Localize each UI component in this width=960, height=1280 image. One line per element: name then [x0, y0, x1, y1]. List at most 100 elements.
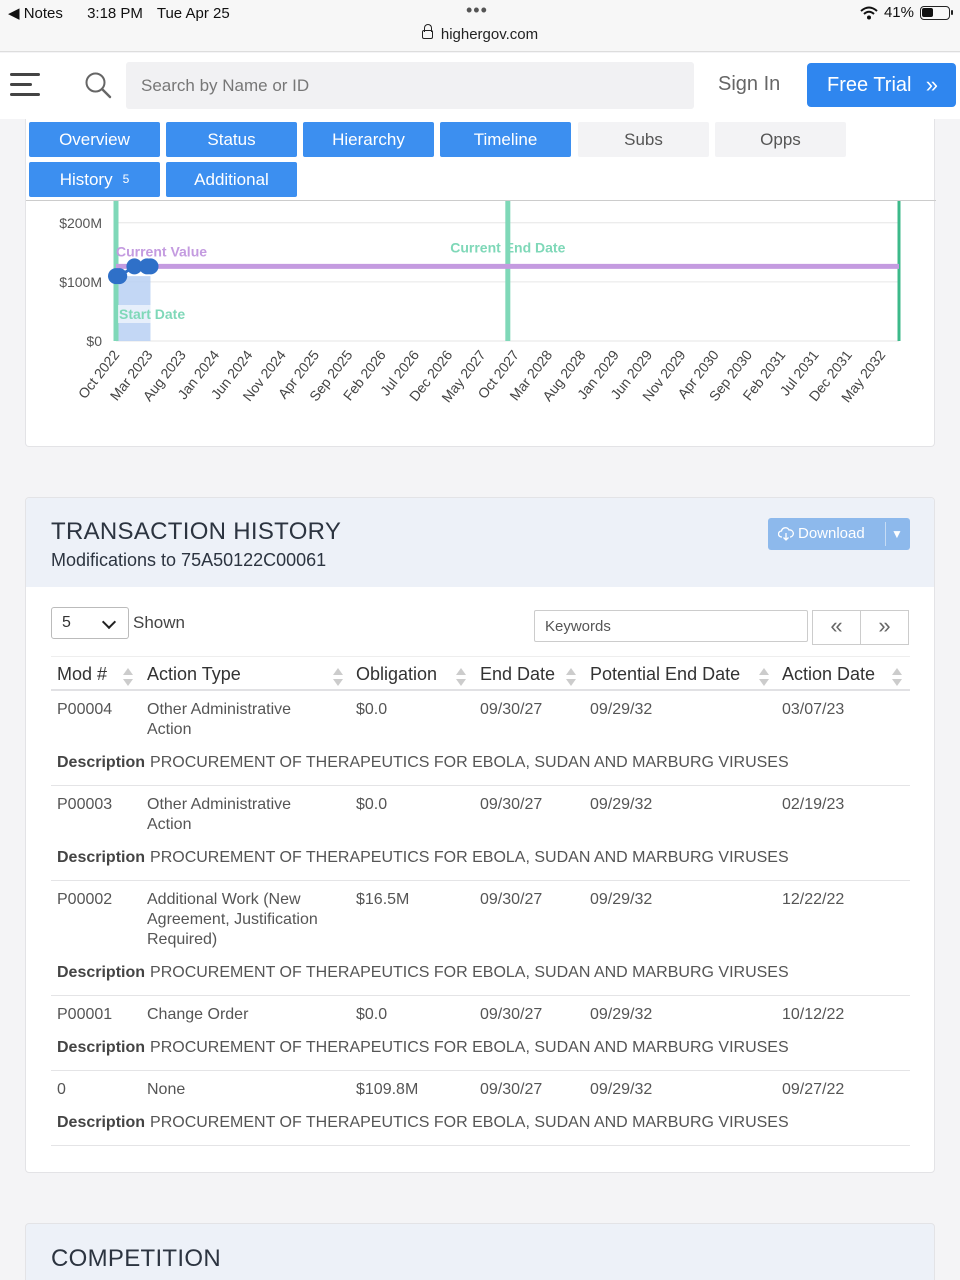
action-date: 10/12/22 [782, 1006, 845, 1023]
column-label: End Date [480, 664, 556, 684]
tab-label: Additional [194, 170, 269, 189]
section-title: TRANSACTION HISTORY [51, 518, 342, 545]
double-chevron-right-icon: » [925, 72, 938, 97]
tab-hierarchy[interactable]: Hierarchy [303, 122, 434, 157]
column-header-potential-end-date[interactable]: Potential End Date [590, 664, 769, 686]
description-label: Description [57, 849, 146, 866]
start-date-label-background [118, 305, 190, 323]
description-text: PROCUREMENT OF THERAPEUTICS FOR EBOLA, S… [150, 849, 789, 866]
battery-icon [920, 5, 953, 20]
potential-end-date: 09/29/32 [590, 1081, 653, 1098]
column-header-action-type[interactable]: Action Type [147, 664, 343, 686]
action-type: Other Administrative Action [147, 796, 292, 833]
timeline-card: Overview Status Hierarchy Timeline Subs … [25, 119, 936, 447]
description-text: PROCUREMENT OF THERAPEUTICS FOR EBOLA, S… [150, 964, 789, 981]
description-label: Description [57, 964, 146, 981]
back-app-label: Notes [23, 5, 63, 22]
multitask-dots-icon[interactable]: ••• [466, 0, 488, 20]
button-separator [885, 522, 886, 546]
free-trial-button[interactable]: Free Trial » [807, 63, 956, 107]
tab-label: Hierarchy [332, 130, 405, 149]
end-date: 09/30/27 [480, 796, 543, 813]
previous-page-button[interactable]: « [812, 610, 861, 645]
tab-label: Status [207, 130, 256, 149]
menu-icon[interactable] [10, 73, 40, 97]
mod-number: P00002 [57, 891, 113, 908]
history-count-badge: 5 [122, 172, 130, 186]
column-header-mod[interactable]: Mod # [57, 664, 133, 686]
wifi-icon [860, 6, 878, 19]
column-header-action-date[interactable]: Action Date [782, 664, 902, 686]
chevron-down-icon [101, 614, 117, 630]
y-tick-label: $0 [86, 333, 102, 349]
shown-label: Shown [133, 613, 185, 632]
column-header-end-date[interactable]: End Date [480, 664, 576, 686]
description-line: Description PROCUREMENT OF THERAPEUTICS F… [57, 1113, 789, 1133]
status-date: Tue Apr 25 [156, 5, 230, 22]
section-title: COMPETITION [51, 1245, 221, 1272]
cloud-download-icon [778, 527, 794, 541]
page-size-value: 5 [62, 614, 71, 631]
download-label: Download [798, 525, 865, 542]
table-header-row: Mod # Action Type Obligation End Date Po… [51, 656, 910, 691]
action-date: 02/19/23 [782, 796, 845, 813]
data-point [111, 268, 128, 285]
column-header-obligation[interactable]: Obligation [356, 664, 466, 686]
keywords-input[interactable] [534, 610, 808, 642]
end-date: 09/30/27 [480, 701, 543, 718]
transaction-history-header: TRANSACTION HISTORY Modifications to 75A… [26, 498, 934, 587]
table-row[interactable]: 0 None $109.8M 09/30/27 09/29/32 09/27/2… [51, 1071, 910, 1146]
mod-number: P00003 [57, 796, 113, 813]
next-page-button[interactable]: » [860, 610, 909, 645]
obligation: $109.8M [356, 1081, 419, 1098]
description-line: Description PROCUREMENT OF THERAPEUTICS F… [57, 753, 789, 773]
end-date: 09/30/27 [480, 891, 543, 908]
download-button[interactable]: Download ▼ [768, 518, 910, 550]
tab-label: Opps [760, 130, 801, 149]
battery-percent: 41% [883, 4, 914, 21]
tab-history[interactable]: History 5 [29, 162, 160, 197]
tab-additional[interactable]: Additional [166, 162, 297, 197]
action-date: 12/22/22 [782, 891, 845, 908]
tab-label: Timeline [473, 130, 538, 149]
table-row[interactable]: P00001 Change Order $0.0 09/30/27 09/29/… [51, 996, 910, 1071]
table-row[interactable]: P00002 Additional Work (New Agreement, J… [51, 881, 910, 996]
sort-icon [892, 668, 902, 688]
page-size-select[interactable]: 5 [51, 607, 129, 639]
search-input[interactable] [126, 62, 694, 109]
lock-icon [421, 24, 433, 39]
potential-end-date: 09/29/32 [590, 701, 653, 718]
sort-icon [123, 668, 133, 688]
download-options-caret-icon[interactable]: ▼ [891, 527, 903, 541]
obligation: $0.0 [356, 1006, 388, 1023]
end-date: 09/30/27 [480, 1006, 543, 1023]
free-trial-label: Free Trial [827, 74, 912, 96]
end-date: 09/30/27 [480, 1081, 543, 1098]
transaction-table: Mod # Action Type Obligation End Date Po… [51, 656, 910, 1146]
section-subtitle: Modifications to 75A50122C00061 [51, 550, 327, 570]
mod-number: 0 [57, 1081, 66, 1098]
table-row[interactable]: P00004 Other Administrative Action $0.0 … [51, 691, 910, 786]
back-to-app-link[interactable]: ◀ Notes [8, 5, 63, 22]
sort-icon [456, 668, 466, 688]
tab-timeline[interactable]: Timeline [440, 122, 571, 157]
action-type: Additional Work (New Agreement, Justific… [147, 891, 318, 948]
column-label: Obligation [356, 664, 438, 684]
search-icon[interactable] [84, 71, 112, 99]
column-label: Mod # [57, 664, 108, 684]
mod-number: P00001 [57, 1006, 113, 1023]
tab-subs[interactable]: Subs [578, 122, 709, 157]
tab-overview[interactable]: Overview [29, 122, 160, 157]
tab-status[interactable]: Status [166, 122, 297, 157]
chart-top-divider [26, 200, 936, 201]
browser-url-bar[interactable]: highergov.com [0, 24, 960, 52]
action-date: 03/07/23 [782, 701, 845, 718]
sign-in-link[interactable]: Sign In [718, 73, 781, 95]
description-label: Description [57, 754, 146, 771]
data-point [142, 258, 159, 275]
ios-status-bar: ◀ Notes 3:18 PM Tue Apr 25 ••• 41% [0, 0, 960, 26]
action-date: 09/27/22 [782, 1081, 845, 1098]
table-row[interactable]: P00003 Other Administrative Action $0.0 … [51, 786, 910, 881]
tab-opps[interactable]: Opps [715, 122, 846, 157]
